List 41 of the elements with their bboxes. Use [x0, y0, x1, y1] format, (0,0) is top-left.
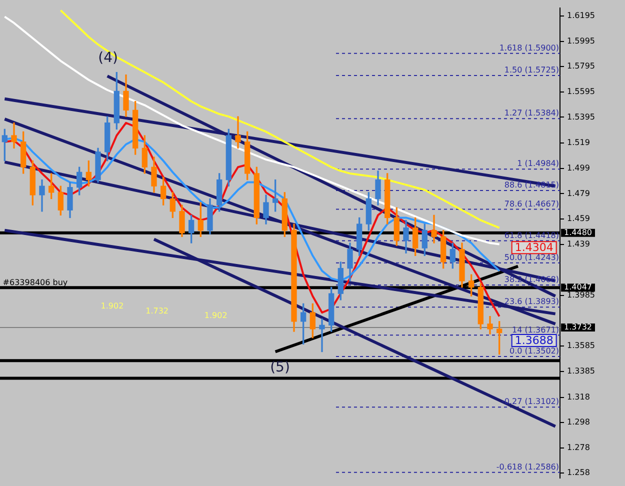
candlestick — [319, 318, 325, 352]
ref-line-label: 0.0 (1.3502) — [510, 346, 559, 356]
y-tick-label: 1.3985 — [567, 290, 595, 300]
y-tick-label: 1.439 — [567, 239, 590, 248]
annotation: 1.732 — [146, 306, 169, 316]
ref-line-label: 23.6 (1.3893) — [504, 297, 559, 306]
ref-line-label: 1 (1.4984) — [517, 159, 559, 168]
annotation: 1.3688 — [514, 334, 554, 347]
annotation: (4) — [98, 50, 118, 66]
y-tick-label: 1.519 — [567, 138, 590, 148]
annotation: 1.902 — [204, 310, 228, 320]
candlestick — [431, 214, 437, 244]
y-tick-label: 1.479 — [567, 188, 590, 198]
y-tick-label: 1.5595 — [567, 86, 595, 96]
ref-line-label: 1.4047 — [564, 282, 592, 292]
ref-line-label: 1.618 (1.5900) — [499, 43, 559, 52]
y-tick-label: 1.5995 — [567, 36, 595, 46]
y-tick-label: 1.3385 — [567, 366, 595, 376]
y-tick-label: 1.5395 — [567, 112, 595, 122]
y-tick-label: 1.6195 — [567, 11, 595, 20]
ref-line-label: 78.6 (1.4667) — [504, 199, 559, 208]
y-tick-label: 1.459 — [567, 214, 590, 224]
ref-line-label: -0.618 (1.2586) — [496, 462, 559, 472]
ref-line-label: 14 (1.3671) — [512, 325, 559, 334]
annotation: (5) — [270, 359, 290, 376]
y-tick-label: 1.3585 — [567, 341, 595, 350]
ref-line-label: 1.4480 — [564, 228, 592, 237]
y-tick-label: 1.278 — [567, 442, 590, 452]
ref-line-label: 1.27 (1.5384) — [504, 108, 559, 118]
ref-line-label: 1.50 (1.5725) — [504, 66, 559, 75]
y-tick-label: 1.499 — [567, 163, 590, 172]
y-tick-label: 1.5795 — [567, 62, 595, 71]
y-tick-label: 1.298 — [567, 418, 590, 427]
annotation: 1.902 — [100, 302, 124, 311]
y-tick-label: 1.318 — [567, 392, 590, 402]
y-tick-label: 1.258 — [567, 468, 590, 478]
annotation: #63398406 buy — [2, 278, 68, 288]
candlestick — [235, 116, 241, 148]
ref-line-label: 50.0 (1.4243) — [504, 252, 559, 262]
annotation: 1.4304 — [514, 240, 554, 254]
ref-line-label: 1.3732 — [564, 322, 592, 332]
